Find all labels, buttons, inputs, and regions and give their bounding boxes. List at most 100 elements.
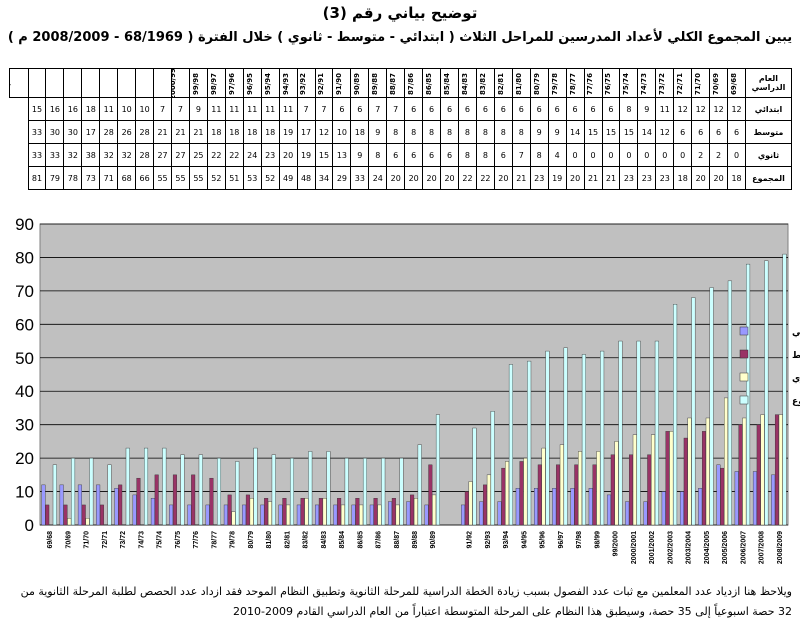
table-year-cell: 2001/2000 (153, 68, 172, 98)
table-cell: 6 (565, 97, 585, 121)
table-year-text: 83/82 (478, 72, 487, 95)
x-tick-label: 2007/2008 (759, 531, 766, 564)
table-cell: 2 (691, 143, 711, 167)
bar (647, 454, 652, 526)
table-cell: 48 (296, 166, 316, 190)
bar (618, 340, 623, 526)
table-cell: 8 (458, 120, 477, 144)
x-tick-label: 81/80 (266, 531, 273, 549)
table-cell: 20 (278, 143, 298, 167)
bar (260, 504, 265, 526)
table-cell: 6 (440, 143, 459, 167)
table-cell: 33 (350, 166, 370, 190)
table-cell: 66 (135, 166, 155, 190)
y-tick-label: 90 (15, 215, 34, 234)
bar (377, 504, 382, 526)
table-cell: 6 (529, 97, 549, 121)
table-cell: 28 (135, 120, 155, 144)
table-cell: 14 (637, 120, 657, 144)
table-cell: 21 (153, 120, 172, 144)
table-year-cell: 93/92 (296, 68, 316, 98)
table-year-cell: 87/86 (404, 68, 424, 98)
bar (388, 501, 393, 526)
table-year-cell: 2002/2001 (135, 68, 155, 98)
y-tick-label: 50 (15, 349, 34, 368)
bar (738, 424, 743, 526)
bar (227, 494, 232, 526)
table-cell: 15 (601, 120, 621, 144)
bar (673, 304, 678, 526)
bar (727, 280, 732, 526)
table-cell: 0 (637, 143, 657, 167)
table-cell: 11 (242, 97, 262, 121)
table-cell: 15 (314, 143, 334, 167)
table-year-cell: 89/88 (368, 68, 388, 98)
table-year-text: 78/77 (568, 72, 577, 95)
table-header-row: العام الدراسي 69/68 70/69 71/70 72/71 73/72 74… (9, 68, 792, 98)
bar (490, 411, 495, 526)
table-cell: 25 (188, 143, 208, 167)
table-cell: 18 (727, 166, 746, 190)
bar (264, 498, 269, 526)
table-cell: 15 (583, 120, 603, 144)
table-row-label: ابتدائي (745, 97, 792, 121)
bar (527, 360, 532, 526)
x-tick-label: 2004/2005 (704, 531, 711, 564)
table-year-cell: 2005/2004 (81, 68, 101, 98)
bar (746, 263, 751, 526)
table-cell: 16 (45, 97, 65, 121)
x-tick-label: 85/84 (339, 531, 346, 549)
bar (588, 488, 593, 526)
legend-label: ثانوي (792, 374, 800, 384)
bar (191, 474, 196, 526)
x-tick-label: 95/96 (540, 531, 547, 549)
table-year-cell: 81/80 (511, 68, 531, 98)
bar (508, 364, 513, 526)
table-cell: 6 (709, 120, 729, 144)
bar (67, 518, 72, 526)
table-year-text: 2008/2007 (28, 69, 29, 98)
bar (144, 447, 149, 526)
table-cell: 16 (63, 97, 83, 121)
table-year-text: 2007/2006 (46, 69, 47, 98)
bar (344, 457, 349, 526)
bar (698, 488, 703, 526)
table-cell: 34 (314, 166, 334, 190)
table-year-cell: 94/93 (278, 68, 298, 98)
bar (501, 467, 506, 526)
table-cell: 20 (493, 166, 513, 190)
bar (89, 457, 94, 526)
table-year-cell: 92/91 (314, 68, 334, 98)
x-tick-label: 88/87 (394, 531, 401, 549)
table-row: ابتدائي 12 12 12 12 11 9 8 6 6 6 6 6 6 6 6 6 6 6 6 7 7 6 6 7 7 11 1… (10, 97, 792, 121)
table-row: ثانوي 0 2 2 0 0 0 0 0 0 0 4 8 7 6 8 8 6 6 6 6 8 9 13 15 19 20 23 24 2… (10, 143, 792, 167)
table-year-cell: 77/76 (583, 68, 603, 98)
table-cell: 8 (493, 120, 513, 144)
table-year-cell: 85/84 (440, 68, 459, 98)
table-cell: 18 (81, 97, 101, 121)
bar (77, 484, 82, 526)
table-cell: 17 (81, 120, 101, 144)
bar (724, 397, 729, 526)
table-year-text: 69/68 (729, 72, 738, 95)
table-year-cell: 83/82 (475, 68, 495, 98)
table-year-text: 2006/2005 (64, 69, 65, 98)
legend-swatch (739, 372, 749, 382)
x-tick-label: 96/97 (558, 531, 565, 549)
table-cell: 22 (458, 166, 477, 190)
bar (472, 427, 477, 526)
table-cell: 55 (153, 166, 172, 190)
legend-label: المجموع (792, 397, 800, 407)
table-cell: 23 (619, 166, 639, 190)
table-cell: 32 (99, 143, 119, 167)
bar (661, 491, 666, 526)
table-cell: 7 (511, 143, 531, 167)
bar (417, 444, 422, 526)
legend-swatch (739, 349, 749, 359)
bar (245, 494, 250, 526)
bar (45, 504, 50, 526)
table-row: متوسط 6 6 6 6 12 14 15 15 15 14 9 9 8 8 8 8 8 8 8 8 9 18 10 12 17… (10, 120, 792, 144)
table-year-cell: 69/68 (727, 68, 746, 98)
bar (296, 504, 301, 526)
table-cell: 10 (332, 120, 352, 144)
